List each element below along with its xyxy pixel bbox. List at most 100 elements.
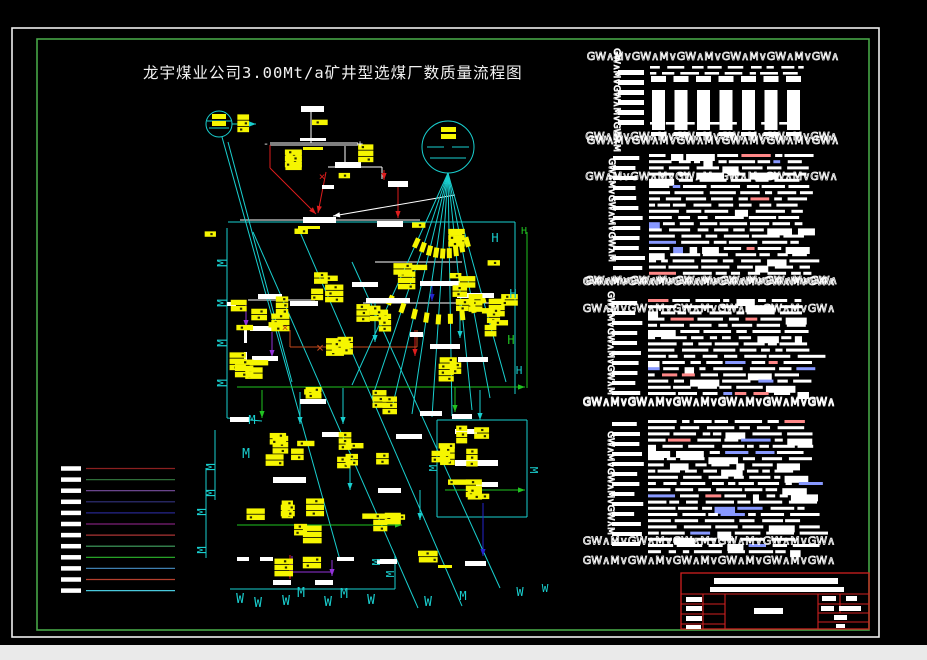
table-dash bbox=[648, 385, 671, 389]
table-dash bbox=[674, 519, 699, 523]
table-dash bbox=[706, 361, 723, 364]
data-label-digits bbox=[470, 462, 473, 465]
table-dash bbox=[786, 323, 806, 327]
legend-label-bar bbox=[61, 532, 81, 538]
data-label-digits bbox=[496, 321, 500, 324]
data-label-box bbox=[302, 525, 322, 531]
inner-border bbox=[36, 38, 870, 631]
table-row-header bbox=[618, 100, 644, 105]
table-dash bbox=[740, 537, 765, 541]
table-dash bbox=[719, 385, 732, 389]
table-dash bbox=[759, 444, 769, 448]
equipment-label-bar bbox=[455, 429, 477, 434]
table-dash bbox=[739, 519, 755, 523]
data-label-box bbox=[230, 305, 247, 312]
table-row-header bbox=[612, 391, 641, 395]
data-label-box bbox=[456, 425, 468, 431]
data-label-box bbox=[384, 518, 401, 525]
data-label-box bbox=[284, 161, 302, 168]
flow-arrowhead bbox=[429, 294, 435, 301]
table-dash bbox=[678, 216, 691, 219]
data-label-digits bbox=[289, 512, 292, 515]
table-dash bbox=[781, 336, 792, 340]
data-label-digits bbox=[335, 298, 339, 301]
data-label-digits bbox=[332, 352, 335, 355]
table-dash bbox=[746, 469, 759, 473]
data-label-box bbox=[448, 479, 467, 485]
table-dash bbox=[682, 348, 709, 352]
data-label-digits bbox=[279, 434, 283, 437]
table-dash bbox=[723, 299, 730, 302]
data-label-box bbox=[449, 272, 462, 279]
table-dash bbox=[733, 475, 744, 479]
legend-label-bar bbox=[61, 466, 81, 471]
data-label-box bbox=[237, 126, 250, 133]
symbol-M: M bbox=[370, 558, 383, 565]
data-label-box bbox=[280, 504, 295, 511]
table-dash bbox=[648, 537, 672, 541]
data-label-box bbox=[251, 308, 268, 315]
table-dash bbox=[723, 122, 737, 125]
data-label-digits bbox=[302, 230, 306, 233]
table-dash bbox=[762, 519, 784, 523]
data-label-box bbox=[397, 283, 416, 290]
table-dash bbox=[791, 271, 801, 275]
data-label-digits bbox=[350, 455, 354, 458]
table-dash bbox=[648, 330, 676, 337]
table-dash bbox=[749, 475, 771, 479]
data-label-digits bbox=[341, 446, 345, 449]
data-label-digits bbox=[455, 274, 459, 277]
table-dash bbox=[701, 265, 730, 269]
symbol-M: M bbox=[216, 259, 231, 267]
table-dash bbox=[689, 323, 712, 327]
data-label-box bbox=[285, 158, 302, 164]
table-dash bbox=[752, 494, 759, 502]
table-dash bbox=[648, 531, 659, 535]
table-dash bbox=[681, 240, 710, 244]
data-label-digits bbox=[458, 287, 461, 290]
table-dash bbox=[648, 348, 675, 352]
data-label-box bbox=[372, 390, 387, 396]
flow-arrowhead bbox=[417, 513, 423, 520]
table-dash bbox=[739, 348, 757, 352]
table-dash bbox=[747, 271, 761, 275]
fan-mark bbox=[425, 245, 434, 256]
symbol-W: W bbox=[254, 596, 262, 611]
data-label-box bbox=[456, 431, 468, 438]
table-dash bbox=[750, 197, 770, 201]
table-dash bbox=[662, 361, 685, 364]
table-dash bbox=[715, 216, 744, 219]
table-dash bbox=[720, 513, 745, 516]
data-label-box bbox=[285, 164, 302, 171]
table-dash bbox=[709, 336, 718, 340]
table-dash bbox=[697, 216, 708, 219]
table-dash bbox=[775, 154, 783, 157]
data-label-digits bbox=[335, 343, 338, 346]
data-label-digits bbox=[503, 301, 506, 305]
data-label-digits bbox=[475, 495, 478, 498]
data-label-digits bbox=[352, 444, 355, 447]
data-label-digits bbox=[442, 365, 445, 368]
table-dash bbox=[648, 361, 660, 368]
data-label-box bbox=[274, 564, 294, 571]
table-dash bbox=[749, 367, 776, 371]
table-dash bbox=[708, 544, 723, 547]
table-row-header bbox=[618, 80, 644, 85]
table-dash bbox=[799, 525, 820, 529]
title-block-text-bar bbox=[686, 606, 702, 611]
table-dash bbox=[774, 178, 800, 182]
table-dash bbox=[746, 247, 755, 250]
table-dash bbox=[648, 373, 655, 377]
table-column-block bbox=[742, 90, 755, 130]
table-dash bbox=[757, 247, 782, 250]
data-label-box bbox=[237, 120, 250, 126]
table-dash bbox=[648, 451, 671, 458]
data-label-box bbox=[245, 367, 263, 373]
table-dash bbox=[680, 72, 699, 75]
table-dash bbox=[700, 373, 719, 377]
table-dash bbox=[789, 259, 820, 263]
table-dash bbox=[787, 197, 808, 201]
data-label-box bbox=[373, 519, 388, 526]
data-label-box bbox=[246, 508, 265, 514]
